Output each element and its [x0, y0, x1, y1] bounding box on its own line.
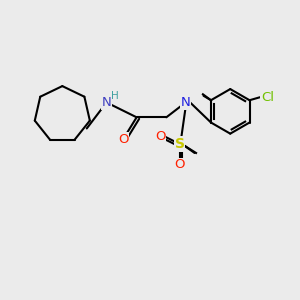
Text: Cl: Cl [261, 91, 274, 104]
Text: O: O [155, 130, 166, 143]
Text: N: N [181, 96, 190, 109]
Text: O: O [175, 158, 185, 171]
Text: H: H [111, 91, 119, 101]
Text: O: O [118, 133, 128, 146]
Text: S: S [175, 137, 185, 151]
Text: N: N [102, 96, 112, 109]
